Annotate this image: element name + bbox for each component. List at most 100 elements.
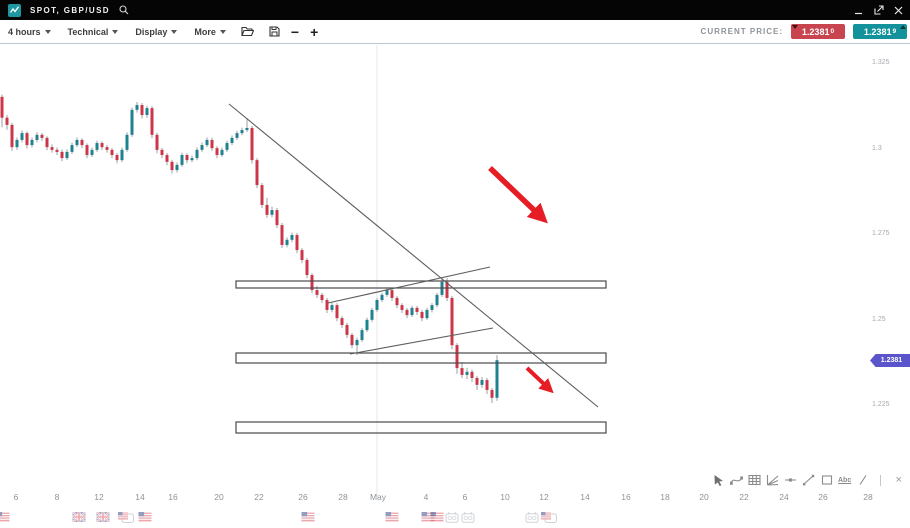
flag-us-marker-icon[interactable] bbox=[138, 512, 152, 522]
pointer-tool-icon[interactable] bbox=[712, 473, 725, 487]
candle-body bbox=[70, 145, 74, 152]
candle-body bbox=[190, 158, 194, 161]
candle-body bbox=[445, 281, 449, 298]
zoom-out-button[interactable]: − bbox=[290, 23, 300, 40]
candle-body bbox=[475, 377, 479, 385]
close-icon[interactable] bbox=[893, 5, 904, 16]
flag-gb-marker-icon[interactable] bbox=[96, 512, 110, 522]
annotation-trendline[interactable] bbox=[349, 327, 494, 355]
current-price-axis-tag: 1.2381 bbox=[870, 354, 910, 367]
candle-body bbox=[480, 380, 484, 385]
ask-price-badge: 1.2381 9 bbox=[853, 24, 907, 39]
candle-body bbox=[130, 109, 134, 135]
timeframe-dropdown[interactable]: 4 hours bbox=[8, 27, 51, 37]
more-label: More bbox=[194, 26, 216, 37]
candle-body bbox=[195, 149, 199, 159]
candle-body bbox=[290, 235, 294, 240]
candle-body bbox=[350, 334, 354, 346]
annotation-rectangle[interactable] bbox=[235, 280, 607, 289]
flag-us-marker-icon[interactable] bbox=[421, 512, 435, 522]
chevron-down-icon bbox=[44, 29, 51, 34]
candle-body bbox=[30, 139, 34, 146]
candle-body bbox=[65, 151, 69, 159]
candle-body bbox=[170, 161, 174, 171]
candle-body bbox=[120, 149, 124, 161]
candle-body bbox=[345, 324, 349, 335]
candle-body bbox=[320, 294, 324, 301]
candle-body bbox=[400, 305, 404, 310]
candle-body bbox=[155, 134, 159, 150]
chevron-down-icon bbox=[171, 29, 178, 34]
candle-body bbox=[5, 117, 9, 125]
candle-body bbox=[385, 290, 389, 295]
open-folder-icon[interactable] bbox=[241, 26, 254, 37]
candle-body bbox=[165, 154, 169, 162]
candle-body bbox=[415, 307, 419, 312]
flag-us-calendar-marker-icon[interactable] bbox=[541, 512, 557, 523]
candle-body bbox=[75, 139, 79, 146]
close-tool-icon[interactable]: × bbox=[895, 473, 902, 486]
flag-gb-marker-icon[interactable] bbox=[72, 512, 86, 522]
calendar-marker-icon[interactable] bbox=[461, 512, 475, 523]
x-axis-label: 22 bbox=[739, 492, 749, 502]
x-axis-label: 12 bbox=[94, 492, 104, 502]
flag-us-marker-icon[interactable] bbox=[430, 512, 444, 522]
annotation-trendline[interactable] bbox=[327, 266, 491, 304]
candle-body bbox=[425, 309, 429, 319]
candle-body bbox=[395, 297, 399, 306]
fan-lines-tool-icon[interactable] bbox=[766, 473, 779, 487]
grid-tool-icon[interactable] bbox=[748, 473, 761, 487]
candle-body bbox=[495, 360, 499, 398]
flag-us-calendar-marker-icon[interactable] bbox=[118, 512, 134, 523]
popout-button[interactable] bbox=[873, 5, 884, 16]
candle-body bbox=[115, 154, 119, 161]
timeframe-label: 4 hours bbox=[8, 26, 41, 37]
flag-us-marker-icon[interactable] bbox=[0, 512, 10, 522]
calendar-marker-icon[interactable] bbox=[445, 512, 459, 523]
candle-body bbox=[110, 149, 114, 155]
save-icon[interactable] bbox=[269, 26, 280, 37]
candle-body bbox=[330, 305, 334, 310]
candle-body bbox=[310, 275, 314, 291]
x-axis-label: 6 bbox=[462, 492, 468, 502]
candle-body bbox=[390, 290, 394, 298]
annotation-arrow[interactable] bbox=[488, 166, 548, 224]
candle-body bbox=[80, 139, 84, 146]
candle-body bbox=[335, 305, 339, 319]
more-dropdown[interactable]: More bbox=[194, 27, 226, 37]
calendar-marker-icon[interactable] bbox=[525, 512, 539, 523]
event-marker-row bbox=[0, 512, 910, 526]
candle-body bbox=[360, 330, 364, 341]
ray-tool-icon[interactable] bbox=[856, 473, 869, 487]
horizontal-line-tool-icon[interactable] bbox=[784, 473, 797, 487]
minimize-button[interactable] bbox=[853, 5, 864, 16]
rectangle-tool-icon[interactable] bbox=[820, 473, 833, 487]
text-tool-icon[interactable]: Abc bbox=[838, 476, 852, 484]
x-axis-label: 16 bbox=[168, 492, 178, 502]
y-axis-label: 1.225 bbox=[872, 401, 890, 408]
candle-body bbox=[250, 127, 254, 161]
flag-us-marker-icon[interactable] bbox=[301, 512, 315, 522]
search-icon[interactable] bbox=[119, 5, 129, 15]
display-dropdown[interactable]: Display bbox=[135, 27, 178, 37]
candle-body bbox=[225, 143, 229, 150]
flag-us-marker-icon[interactable] bbox=[385, 512, 399, 522]
annotation-arrow[interactable] bbox=[525, 366, 554, 394]
app-logo-icon bbox=[8, 3, 21, 17]
curve-tool-icon[interactable] bbox=[730, 473, 743, 487]
candle-body bbox=[60, 151, 64, 159]
annotation-rectangle[interactable] bbox=[235, 421, 607, 434]
candle-body bbox=[185, 154, 189, 161]
annotation-rectangle[interactable] bbox=[235, 352, 607, 364]
technical-dropdown[interactable]: Technical bbox=[68, 27, 119, 37]
candle-body bbox=[300, 250, 304, 260]
candle-body bbox=[235, 133, 239, 138]
zoom-in-button[interactable]: + bbox=[310, 23, 319, 40]
trend-line-tool-icon[interactable] bbox=[802, 473, 815, 487]
candle-body bbox=[485, 380, 489, 390]
x-axis-label: 26 bbox=[818, 492, 828, 502]
candle-body bbox=[105, 147, 109, 150]
candle-body bbox=[465, 371, 469, 375]
annotation-trendline[interactable] bbox=[228, 103, 599, 408]
